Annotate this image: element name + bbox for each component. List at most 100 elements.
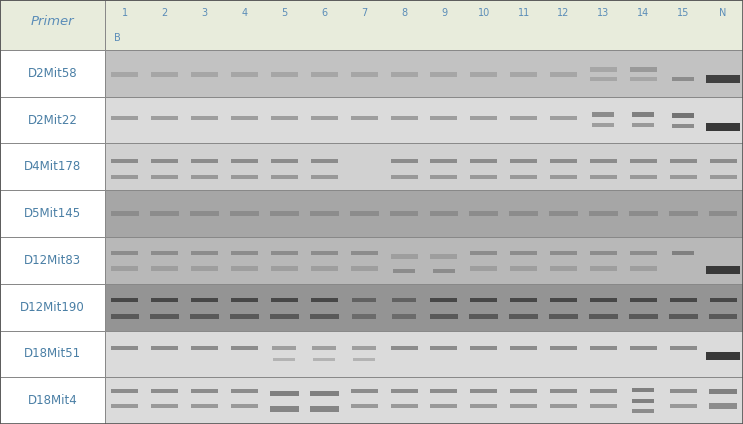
Text: 2: 2 [162, 8, 168, 17]
Bar [632, 112, 655, 117]
Bar [706, 265, 740, 274]
Bar [550, 266, 577, 271]
Bar [152, 346, 178, 350]
Bar [150, 314, 179, 319]
Bar [311, 266, 338, 271]
Bar [271, 266, 298, 271]
Bar [190, 211, 219, 216]
Text: 12: 12 [557, 8, 570, 17]
Bar [111, 116, 138, 120]
Bar [590, 67, 617, 72]
Bar [152, 266, 178, 271]
Text: 8: 8 [401, 8, 407, 17]
Bar [550, 116, 577, 120]
Bar [470, 251, 497, 256]
Bar [0, 0, 105, 50]
Bar [672, 124, 694, 128]
Bar [630, 159, 657, 163]
Bar [710, 159, 736, 163]
Bar [230, 314, 259, 319]
Bar [706, 352, 740, 360]
Bar [191, 346, 218, 350]
Bar [510, 211, 538, 216]
Bar [191, 72, 218, 77]
Text: B: B [114, 33, 120, 42]
Text: 5: 5 [282, 8, 288, 17]
Bar [669, 159, 697, 163]
Bar [549, 211, 578, 216]
Bar [590, 251, 617, 256]
Bar [352, 314, 376, 319]
Bar [429, 211, 458, 216]
Text: 6: 6 [321, 8, 328, 17]
Bar [550, 251, 577, 256]
Text: 10: 10 [478, 8, 490, 17]
Bar [0, 284, 105, 330]
Bar [470, 298, 497, 302]
Bar [550, 159, 577, 163]
Text: D12Mit83: D12Mit83 [24, 254, 81, 267]
Bar [706, 123, 740, 131]
Bar [152, 175, 178, 179]
Bar [590, 77, 617, 81]
Bar [311, 251, 338, 256]
Bar [231, 266, 258, 271]
Bar [271, 251, 298, 256]
Text: D18Mit51: D18Mit51 [24, 347, 81, 360]
Bar [390, 211, 418, 216]
Bar [0, 190, 105, 237]
Bar [311, 175, 338, 179]
Bar [632, 399, 655, 403]
Bar [510, 175, 537, 179]
Bar [433, 268, 455, 273]
Bar [111, 72, 138, 77]
Bar [392, 314, 416, 319]
Bar [152, 251, 178, 256]
Bar [672, 251, 694, 256]
Bar [589, 314, 617, 319]
Text: D18Mit4: D18Mit4 [27, 394, 77, 407]
Bar [550, 175, 577, 179]
Bar [590, 159, 617, 163]
Bar [550, 298, 577, 302]
Text: 7: 7 [361, 8, 367, 17]
Bar [430, 175, 458, 179]
Bar [470, 72, 497, 77]
Bar [430, 254, 458, 259]
Bar [630, 266, 657, 271]
Bar [391, 116, 418, 120]
Bar [351, 251, 377, 256]
Bar [310, 314, 339, 319]
Bar [310, 391, 339, 396]
Bar [111, 175, 138, 179]
Bar [111, 211, 139, 216]
Bar [270, 211, 299, 216]
Bar [191, 251, 218, 256]
Bar [111, 314, 139, 319]
Bar [510, 389, 537, 393]
Bar [311, 298, 338, 302]
Bar [470, 175, 497, 179]
Bar [510, 72, 537, 77]
Bar [669, 175, 697, 179]
Text: 3: 3 [201, 8, 208, 17]
Text: Primer: Primer [30, 14, 74, 28]
Text: D5Mit145: D5Mit145 [24, 207, 81, 220]
Bar [191, 404, 218, 408]
Bar [470, 159, 497, 163]
Bar [630, 175, 657, 179]
Bar [191, 159, 218, 163]
Bar [550, 346, 577, 350]
Bar [111, 298, 138, 302]
Bar [231, 404, 258, 408]
Bar [709, 403, 737, 409]
Bar [669, 404, 697, 408]
Bar [669, 389, 697, 393]
Bar [550, 389, 577, 393]
Bar [709, 389, 737, 394]
Bar [111, 389, 138, 393]
Bar [590, 404, 617, 408]
Bar [589, 211, 617, 216]
Bar [430, 72, 458, 77]
Bar [105, 237, 743, 284]
